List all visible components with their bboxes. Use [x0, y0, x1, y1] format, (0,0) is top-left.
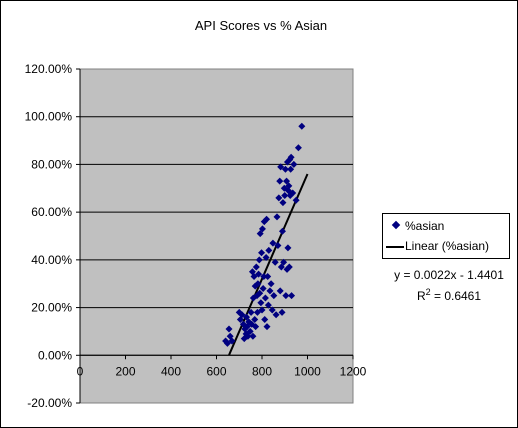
legend: %asian Linear (%asian)	[382, 213, 510, 259]
data-point	[282, 292, 290, 300]
data-point	[257, 299, 265, 307]
x-tick-label: 400	[161, 364, 181, 378]
data-point	[277, 163, 285, 171]
axes	[76, 68, 354, 404]
data-point	[278, 227, 286, 235]
data-point	[277, 263, 285, 271]
data-point	[292, 196, 300, 204]
data-point	[266, 287, 274, 295]
y-tick-label: 60.00%	[31, 205, 72, 219]
r-squared: R2 = 0.6461	[416, 287, 482, 303]
data-point	[280, 258, 288, 266]
data-point	[228, 337, 236, 345]
data-point	[263, 215, 271, 223]
data-point	[260, 273, 268, 281]
data-point	[284, 244, 292, 252]
chart-title: API Scores vs % Asian	[195, 18, 327, 33]
data-point	[267, 280, 275, 288]
data-point	[269, 239, 277, 247]
data-point	[281, 191, 289, 199]
data-point	[276, 287, 284, 295]
x-tick-label: 600	[206, 364, 226, 378]
x-tick-label: 200	[115, 364, 135, 378]
data-point	[258, 306, 266, 314]
data-point	[254, 280, 262, 288]
data-point	[279, 199, 287, 207]
data-point	[294, 144, 302, 152]
data-point	[272, 311, 280, 319]
x-tick-labels: 0 200 400 600 800 1000 1200	[77, 364, 367, 378]
legend-label-asian: %asian	[405, 219, 445, 233]
data-point	[270, 292, 278, 300]
data-point	[285, 182, 293, 190]
data-point	[274, 242, 282, 250]
trendline-equation: y = 0.0022x - 1.4401	[394, 268, 504, 282]
data-point	[258, 249, 266, 257]
plot-area	[79, 68, 354, 404]
data-point	[290, 160, 298, 168]
data-point	[273, 213, 281, 221]
data-point	[271, 258, 279, 266]
data-point	[298, 122, 306, 130]
trendline-equation-box: y = 0.0022x - 1.4401 R2 = 0.6461	[386, 267, 512, 305]
y-tick-label: 80.00%	[31, 157, 72, 171]
data-point	[287, 153, 295, 161]
data-point	[225, 325, 233, 333]
y-tick-label: 100.00%	[25, 110, 73, 124]
data-point	[262, 253, 270, 261]
data-point	[264, 301, 272, 309]
data-point	[283, 177, 291, 185]
data-point	[263, 323, 271, 331]
data-point	[264, 273, 272, 281]
data-point	[275, 194, 283, 202]
legend-item-asian: %asian	[383, 217, 444, 235]
y-tick-label: 20.00%	[31, 301, 72, 315]
y-tick-label: 0.00%	[38, 348, 72, 362]
y-tick-label: 40.00%	[31, 253, 72, 267]
x-tick-label: 1200	[340, 364, 367, 378]
legend-item-linear: Linear (%asian)	[383, 237, 489, 255]
y-tick-labels: 120.00% 100.00% 80.00% 60.00% 40.00% 20.00% 0.…	[25, 62, 73, 410]
data-point	[251, 316, 259, 323]
data-point	[252, 323, 260, 331]
data-point	[276, 177, 284, 185]
data-point	[256, 230, 264, 238]
data-point	[244, 332, 252, 340]
data-point	[255, 256, 263, 264]
legend-marker-diamond	[383, 217, 405, 235]
legend-marker-line	[383, 237, 405, 255]
data-point	[281, 165, 289, 173]
data-point	[249, 332, 257, 340]
x-tick-label: 800	[252, 364, 272, 378]
data-point	[256, 289, 264, 297]
x-tick-label: 0	[77, 364, 84, 378]
data-point	[288, 292, 296, 300]
data-point	[268, 306, 276, 314]
y-tick-label: 120.00%	[25, 62, 73, 76]
data-point	[289, 189, 297, 197]
data-point	[247, 308, 255, 316]
y-tick-label: -20.00%	[27, 396, 72, 410]
data-point	[261, 294, 269, 302]
legend-label-linear: Linear (%asian)	[405, 239, 490, 253]
data-point	[258, 225, 266, 233]
data-point	[259, 284, 267, 292]
data-point	[265, 246, 273, 254]
data-point	[261, 316, 269, 323]
data-point	[285, 263, 293, 271]
data-point	[243, 313, 251, 321]
scatter-points	[222, 122, 306, 347]
data-point	[246, 327, 254, 335]
x-tick-label: 1000	[294, 364, 321, 378]
data-point	[287, 165, 295, 173]
data-point	[255, 270, 263, 278]
data-point	[278, 308, 286, 316]
data-point	[252, 263, 260, 271]
